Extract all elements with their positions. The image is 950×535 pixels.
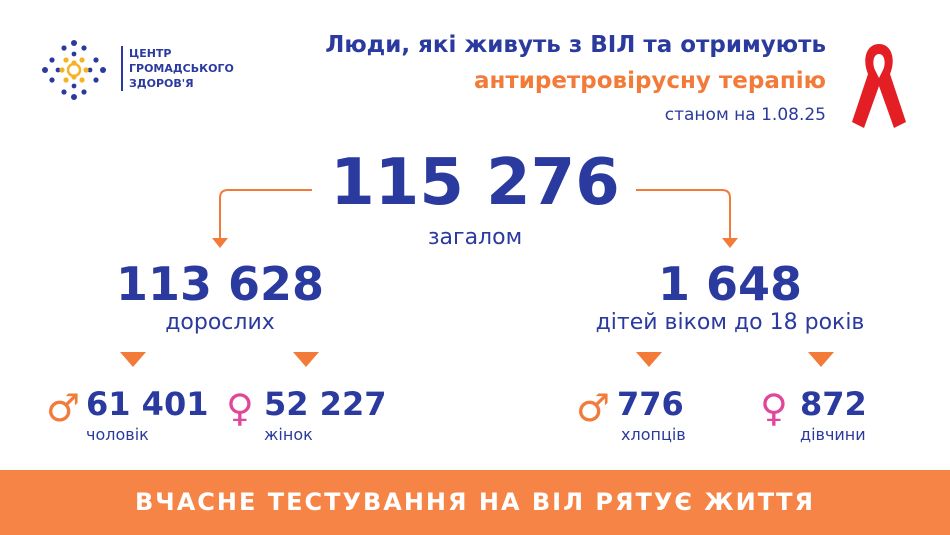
arrow-right-line [636,189,731,240]
girls-value: 872 [800,385,867,423]
boys-value: 776 [617,385,684,423]
total-value: 115 276 [330,146,620,220]
bottom-banner: ВЧАСНЕ ТЕСТУВАННЯ НА ВІЛ РЯТУЄ ЖИТТЯ [0,470,950,535]
boys-label: хлопців [621,425,686,444]
male-icon: ♂ [576,386,611,430]
connector-arrows [120,189,834,367]
adults-value: 113 628 [115,257,325,311]
title-date: станом на 1.08.25 [664,105,826,125]
girls-label: дівчини [800,425,866,444]
female-icon: ♀ [226,386,254,430]
arrow-women-head [293,352,319,367]
adults-label: дорослих [165,310,275,335]
women-label: жінок [264,425,313,444]
male-icon: ♂ [46,386,81,430]
logo-line1: ЦЕНТР [129,47,172,60]
women-value: 52 227 [264,385,387,423]
men-label: чоловік [86,425,149,444]
arrow-left-head [212,238,228,248]
arrow-boys-head [636,352,662,367]
logo-text: ЦЕНТР ГРОМАДСЬКОГО ЗДОРОВ'Я [121,46,234,91]
title-line1: Люди, які живуть з ВІЛ та отримують [325,32,826,58]
logo-line2: ГРОМАДСЬКОГО [129,62,234,75]
arrow-men-head [120,352,146,367]
logo-icon [42,40,106,100]
red-ribbon-icon [852,44,906,128]
total-label: загалом [427,225,523,250]
arrow-girls-head [808,352,834,367]
children-value: 1 648 [657,257,803,311]
men-value: 61 401 [86,385,209,423]
logo-line3: ЗДОРОВ'Я [129,77,194,90]
title-line2: антиретровірусну терапію [474,68,826,94]
arrow-right-head [722,238,738,248]
female-icon: ♀ [760,386,788,430]
arrow-left-line [219,189,312,240]
children-label: дітей віком до 18 років [595,310,865,335]
